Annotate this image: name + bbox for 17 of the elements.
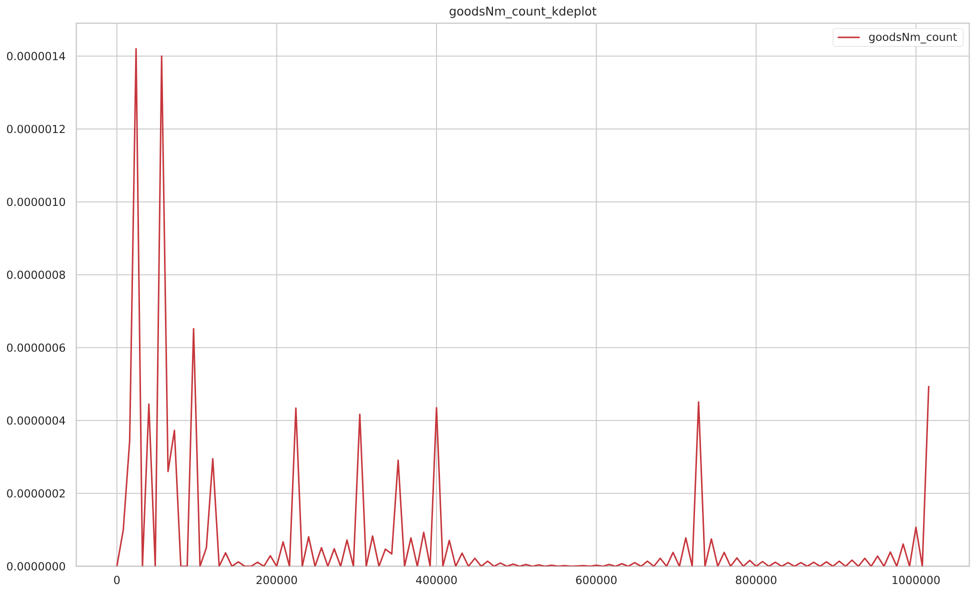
y-tick-label: 0.0000002 [7,489,65,498]
x-tick-label: 200000 [256,576,297,584]
y-tick-label: 0.0000008 [7,270,66,279]
y-tick-label: 0.0000014 [7,52,66,60]
x-tick-label: 1000000 [892,576,940,584]
x-tick-label: 400000 [416,576,457,584]
y-tick-label: 0.0000004 [7,416,66,425]
y-tick-label: 0.0000006 [7,343,66,352]
y-tick-label: 0.0000012 [7,124,65,134]
line-series [116,48,930,566]
chart-title: goodsNm_count_kdeplot [450,6,596,18]
y-tick-label: 0.0000010 [7,198,66,206]
y-tick-label: 0.0000000 [7,562,66,570]
x-tick-label: 0 [114,576,120,584]
legend-label: goodsNm_count [869,32,957,44]
x-tick-label: 600000 [576,576,617,584]
x-tick-label: 800000 [736,576,776,584]
